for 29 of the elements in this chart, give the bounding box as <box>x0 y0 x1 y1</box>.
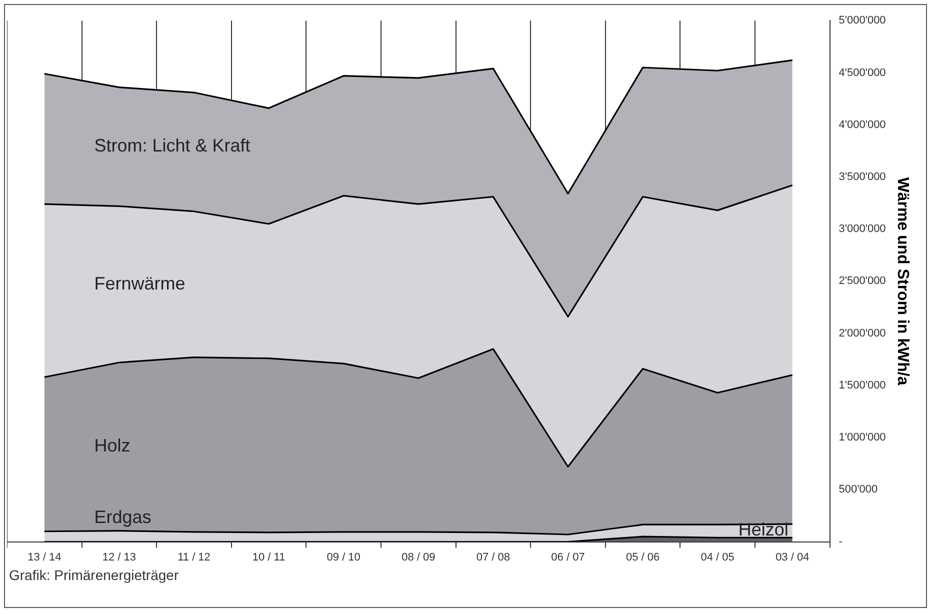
y-tick-label: 3'500'000 <box>838 170 886 183</box>
y-tick-label: 1'000'000 <box>838 432 886 444</box>
y-tick-label: 2'000'000 <box>838 327 886 340</box>
x-tick-label: 08 / 09 <box>402 551 436 564</box>
x-tick-label: 06 / 07 <box>551 551 585 564</box>
y-tick-label: 1'500'000 <box>838 379 886 392</box>
x-tick-label: 13 / 14 <box>28 551 62 564</box>
y-tick-label: 2'500'000 <box>838 275 886 288</box>
series-label: Holz <box>94 436 130 456</box>
x-tick-label: 03 / 04 <box>776 551 810 564</box>
y-tick-label: 3'000'000 <box>838 223 886 236</box>
x-tick-label: 04 / 05 <box>700 551 734 564</box>
x-tick-label: 12 / 13 <box>102 551 136 564</box>
y-tick-label: - <box>838 536 843 548</box>
x-tick-label: 05 / 06 <box>626 551 660 564</box>
x-tick-label: 09 / 10 <box>326 551 360 564</box>
y-tick-label: 4'000'000 <box>838 118 886 131</box>
x-tick-label: 10 / 11 <box>252 551 286 564</box>
series-label: Fernwärme <box>94 273 186 294</box>
y-axis-title: Wärme und Strom in kWh/a <box>894 177 911 386</box>
x-tick-label: 07 / 08 <box>476 551 510 564</box>
series-label: Strom: Licht & Kraft <box>94 136 250 156</box>
series-label: Erdgas <box>94 506 152 527</box>
y-tick-label: 4'500'000 <box>838 66 886 79</box>
series-label: Heizöl <box>738 520 788 540</box>
y-tick-label: 5'000'000 <box>838 14 886 27</box>
text: Grafik: Primärenergieträger <box>9 567 179 583</box>
x-tick-label: 11 / 12 <box>178 551 210 564</box>
y-tick-label: 500'000 <box>838 484 878 496</box>
